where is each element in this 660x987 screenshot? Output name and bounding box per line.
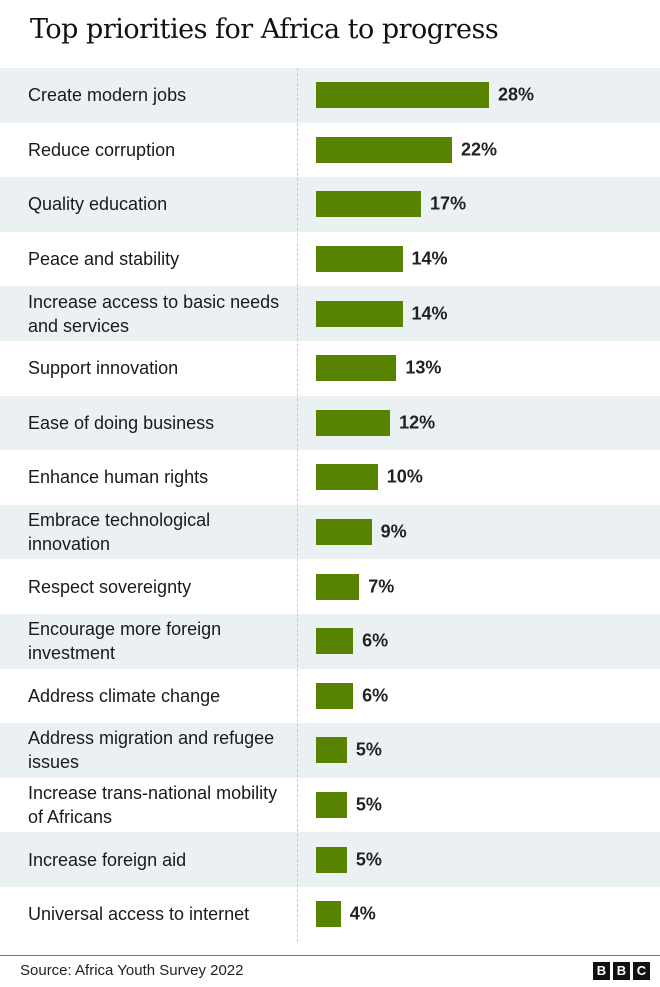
value-label: 5% [355, 794, 382, 815]
chart-title: Top priorities for Africa to progress [30, 14, 499, 45]
bar-row: Address migration and refugee issues 5% [0, 723, 660, 778]
category-label: Increase foreign aid [28, 849, 187, 870]
bar-row: Support innovation 13% [0, 341, 660, 396]
bbc-logo-letter: C [633, 962, 650, 980]
bar [316, 846, 347, 873]
value-label: 6% [362, 685, 389, 706]
category-label: Increase access to basic needs and servi… [28, 291, 280, 336]
category-label: Increase trans-national mobility of Afri… [28, 783, 278, 828]
value-label: 17% [430, 193, 467, 214]
bar [316, 737, 347, 764]
bar-row: Embrace technological innovation 9% [0, 504, 660, 560]
value-label: 22% [460, 139, 497, 160]
value-label: 4% [349, 903, 376, 924]
bar-row: Increase foreign aid 5% [0, 832, 660, 887]
bar [316, 300, 403, 327]
value-label: 10% [386, 466, 423, 487]
value-label: 14% [411, 248, 448, 269]
bar-row: Peace and stability 14% [0, 232, 660, 287]
category-label: Embrace technological innovation [28, 510, 211, 555]
bar [316, 792, 347, 819]
category-label: Ease of doing business [28, 412, 215, 433]
category-label: Enhance human rights [28, 467, 209, 488]
bar [316, 136, 452, 163]
source-note: Source: Africa Youth Survey 2022 [20, 962, 244, 979]
bar-row: Address climate change 6% [0, 669, 660, 724]
bar [316, 519, 372, 546]
bar [316, 682, 354, 709]
footer-divider [0, 955, 660, 956]
bar [316, 191, 422, 218]
bar-row: Encourage more foreign investment 6% [0, 613, 660, 669]
category-label: Peace and stability [28, 249, 180, 270]
bar-row: Respect sovereignty 7% [0, 559, 660, 614]
value-label: 28% [498, 84, 535, 105]
bbc-logo-letter: B [593, 962, 610, 980]
value-label: 5% [355, 849, 382, 870]
bar-row: Enhance human rights 10% [0, 450, 660, 505]
value-label: 9% [380, 521, 407, 542]
bar [316, 409, 391, 436]
bar [316, 628, 354, 655]
bar-row: Increase trans-national mobility of Afri… [0, 778, 660, 833]
bar-row: Increase access to basic needs and servi… [0, 286, 660, 341]
bar-row: Ease of doing business 12% [0, 395, 660, 451]
bbc-logo-letter: B [613, 962, 630, 980]
value-label: 12% [399, 412, 436, 433]
category-label: Reduce corruption [28, 139, 176, 160]
category-label: Universal access to internet [28, 904, 250, 925]
value-label: 13% [405, 357, 442, 378]
bar [316, 573, 360, 600]
bbc-logo: B B C [593, 962, 650, 980]
bar [316, 901, 341, 928]
category-label: Address climate change [28, 685, 221, 706]
value-label: 6% [362, 630, 389, 651]
value-label: 5% [355, 739, 382, 760]
category-label: Support innovation [28, 358, 179, 379]
bar [316, 82, 490, 109]
bar [316, 464, 378, 491]
category-label: Encourage more foreign investment [28, 619, 222, 664]
bar-row: Create modern jobs 28% [0, 68, 660, 123]
bar-row: Quality education 17% [0, 177, 660, 232]
value-label: 14% [411, 303, 448, 324]
category-label: Create modern jobs [28, 85, 187, 106]
bar [316, 355, 397, 382]
bar [316, 246, 403, 273]
category-label: Respect sovereignty [28, 576, 192, 597]
value-label: 7% [368, 576, 395, 597]
category-label: Quality education [28, 194, 168, 215]
bar-row: Universal access to internet 4% [0, 887, 660, 942]
category-label: Address migration and refugee issues [28, 728, 275, 773]
bar-rows: Create modern jobs 28% Reduce corruption 22… [0, 68, 660, 942]
axis-divider [297, 68, 298, 942]
bar-row: Reduce corruption 22% [0, 123, 660, 178]
